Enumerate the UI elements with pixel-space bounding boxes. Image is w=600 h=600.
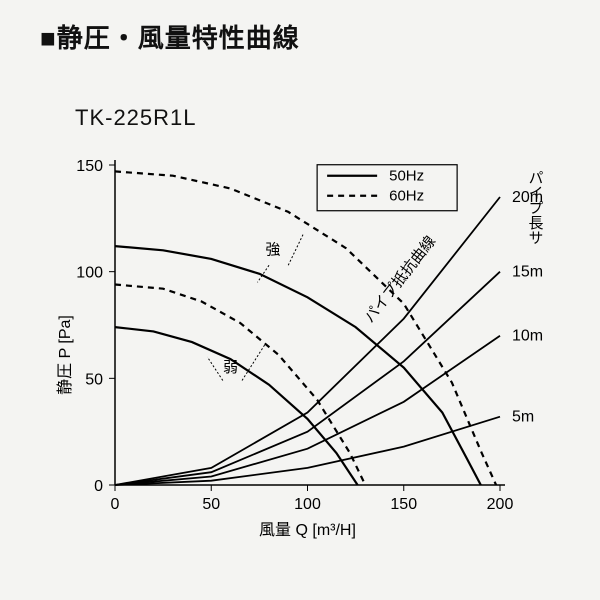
chart-svg: 050100150050100150200風量 Q [m³/H]静圧 P [Pa…: [60, 145, 540, 565]
resistance-curve-15m: [115, 272, 500, 485]
resistance-end-label: 5m: [512, 409, 534, 426]
annotation-strong: 強: [265, 242, 280, 259]
y-axis-label: 静圧 P [Pa]: [56, 315, 74, 395]
legend: [317, 165, 457, 211]
resistance-label: パイプ抵抗曲線: [361, 233, 439, 326]
svg-text:0: 0: [111, 496, 120, 513]
svg-text:0: 0: [94, 478, 103, 495]
svg-text:150: 150: [76, 158, 103, 175]
fan-curve-50Hz-strong: [115, 246, 481, 485]
chart-area: 050100150050100150200風量 Q [m³/H]静圧 P [Pa…: [60, 145, 540, 565]
axis2-label: パイプ長サ: [527, 170, 544, 245]
svg-text:200: 200: [487, 496, 514, 513]
svg-text:100: 100: [294, 496, 321, 513]
legend-label: 50Hz: [389, 168, 424, 185]
svg-text:50: 50: [85, 371, 103, 388]
fan-curve-60Hz-weak: [115, 285, 365, 486]
x-axis-label: 風量 Q [m³/H]: [259, 522, 356, 539]
svg-text:150: 150: [390, 496, 417, 513]
svg-text:50: 50: [202, 496, 220, 513]
page-title: ■静圧・風量特性曲線: [40, 18, 300, 55]
svg-text:100: 100: [76, 265, 103, 282]
resistance-curve-10m: [115, 336, 500, 485]
resistance-end-label: 15m: [512, 264, 543, 281]
resistance-end-label: 10m: [512, 328, 543, 345]
resistance-end-label: 20m: [512, 189, 543, 206]
annotation-weak: 弱: [223, 359, 238, 376]
model-label: TK-225R1L: [75, 105, 197, 131]
resistance-curve-20m: [115, 197, 500, 485]
legend-label: 60Hz: [389, 188, 424, 205]
